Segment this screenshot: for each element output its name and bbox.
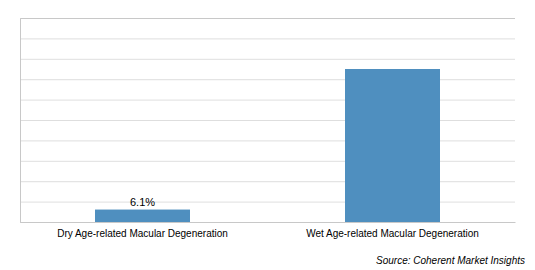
grid-line: [20, 79, 515, 80]
grid-line: [20, 222, 515, 223]
grid-line: [20, 59, 515, 60]
grid-line: [20, 120, 515, 121]
chart: Dry Age-related Macular Degeneration Wet …: [0, 0, 535, 270]
y-axis: [20, 19, 515, 223]
grid-line: [20, 38, 515, 39]
y-tick: [20, 222, 515, 223]
annotation: Source: Coherent Market Insights: [376, 255, 525, 266]
y-tick: [20, 140, 515, 141]
x-tick-label: Wet Age-related Macular Degeneration: [306, 228, 479, 239]
grid-line: [20, 161, 515, 162]
x-axis: Dry Age-related Macular Degeneration Wet …: [21, 222, 516, 239]
x-tick-label: Dry Age-related Macular Degeneration: [57, 228, 228, 239]
grid-line: [20, 181, 515, 182]
y-tick: [20, 120, 515, 121]
plot: Dry Age-related Macular Degeneration Wet …: [20, 19, 516, 240]
y-tick: [20, 59, 515, 60]
grid-line: [20, 202, 515, 203]
y-tick: [20, 161, 515, 162]
x-axis-line: [21, 222, 516, 223]
x-tick: Wet Age-related Macular Degeneration: [306, 222, 479, 239]
grid-line: [20, 100, 515, 101]
y-axis-line: [21, 19, 516, 223]
bars: [95, 69, 440, 222]
data-label: 6.1%: [130, 196, 155, 208]
y-tick: [20, 18, 515, 19]
x-tick: Dry Age-related Macular Degeneration: [57, 222, 228, 239]
bar: [95, 210, 190, 222]
y-tick: [20, 100, 515, 101]
bar: [345, 69, 440, 222]
data-labels: 6.1%: [130, 196, 155, 208]
y-tick: [20, 202, 515, 203]
y-tick: [20, 79, 515, 80]
grid-line: [20, 140, 515, 141]
grid-line: [20, 18, 515, 19]
y-tick: [20, 38, 515, 39]
y-tick: [20, 181, 515, 182]
